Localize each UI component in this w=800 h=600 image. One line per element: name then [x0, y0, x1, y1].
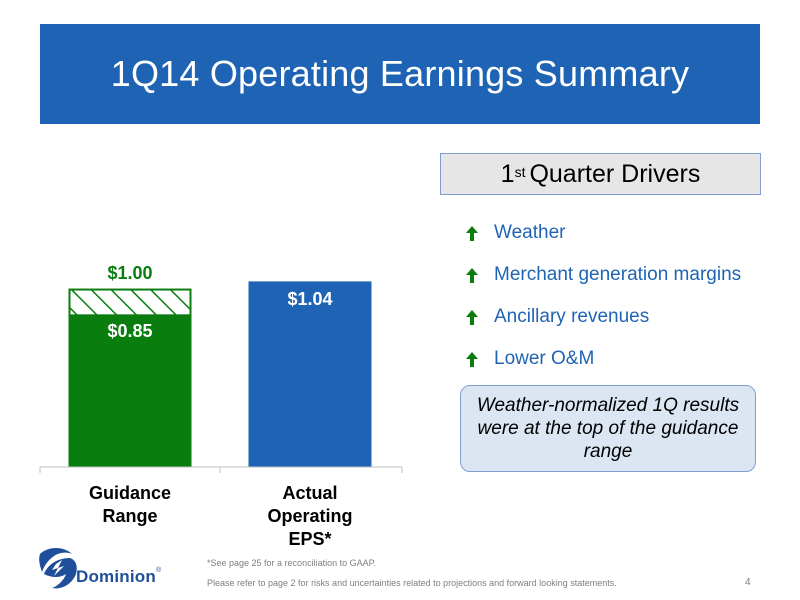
- category-label-guidance-line2: Range: [102, 506, 158, 526]
- up-arrow-icon: [466, 351, 478, 367]
- list-item: Merchant generation margins: [466, 254, 786, 296]
- driver-list: Weather Merchant generation margins Anci…: [466, 212, 786, 380]
- chart-svg: [39, 281, 403, 473]
- guidance-low-label: $0.85: [107, 321, 153, 342]
- up-arrow-icon: [466, 309, 478, 325]
- logo-name: Dominion: [76, 567, 156, 586]
- guidance-top-label: $1.00: [107, 262, 153, 283]
- slide-title: 1Q14 Operating Earnings Summary: [110, 53, 690, 94]
- list-item: Ancillary revenues: [466, 296, 786, 338]
- logo-registered-mark: ®: [155, 567, 162, 574]
- guidance-base-bar: [68, 315, 192, 467]
- drivers-header-prefix: 1: [500, 159, 515, 188]
- logo-emblem-icon: [39, 548, 77, 589]
- driver-label: Ancillary revenues: [494, 306, 650, 327]
- logo-wordmark: Dominion®: [76, 567, 161, 587]
- eps-chart: $1.00 $0.85 $1.04 Guidance Range Actual …: [0, 140, 430, 549]
- disclaimer: Please refer to page 2 for risks and unc…: [207, 578, 617, 588]
- driver-label: Lower O&M: [494, 348, 595, 369]
- actual-value-label: $1.04: [287, 289, 333, 310]
- category-label-actual: Actual Operating EPS*: [250, 482, 370, 551]
- category-label-actual-line1: Actual: [282, 483, 338, 503]
- up-arrow-icon: [466, 267, 478, 283]
- list-item: Weather: [466, 212, 786, 254]
- page-number: 4: [745, 577, 751, 588]
- list-item: Lower O&M: [466, 338, 786, 380]
- up-arrow-icon: [466, 225, 478, 241]
- title-bar: 1Q14 Operating Earnings Summary: [40, 24, 760, 124]
- driver-label: Merchant generation margins: [494, 264, 742, 285]
- category-label-guidance-line1: Guidance: [88, 483, 172, 503]
- footnote: *See page 25 for a reconciliation to GAA…: [207, 558, 376, 568]
- drivers-header-text: Quarter Drivers: [529, 159, 701, 188]
- guidance-range-bar: [68, 288, 192, 317]
- category-label-guidance: Guidance Range: [89, 482, 171, 528]
- drivers-header-sup: st: [514, 164, 526, 180]
- actual-bar: [248, 281, 372, 467]
- dominion-logo: Dominion®: [38, 546, 208, 592]
- category-label-actual-line2: Operating EPS*: [267, 506, 353, 549]
- callout-box: Weather-normalized 1Q results were at th…: [460, 385, 756, 472]
- driver-label: Weather: [494, 222, 566, 243]
